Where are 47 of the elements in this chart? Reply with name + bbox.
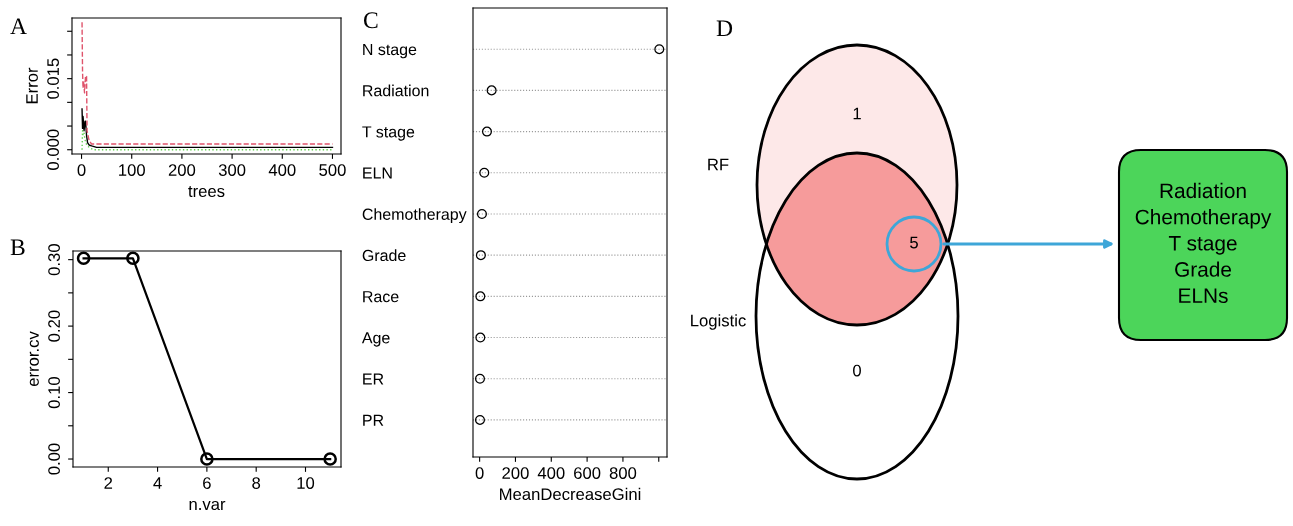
y-tick-label: Chemotherapy [362, 208, 467, 224]
x-tick-label: 100 [119, 164, 145, 176]
data-label: 1 [853, 107, 861, 120]
x-axis-title: trees [188, 186, 225, 198]
x-tick-label: 0 [475, 467, 484, 479]
y-tick-label: 0.30 [48, 244, 60, 276]
chart-title: B [10, 239, 25, 256]
x-tick-label: 200 [168, 164, 196, 176]
x-tick-label: 800 [609, 467, 637, 479]
text: Radiation Chemotherapy T stage Grade ELNs [1135, 182, 1272, 304]
x-tick-label: 400 [268, 164, 296, 176]
x-tick-label: 200 [502, 467, 529, 479]
x-tick-label: 4 [153, 477, 162, 489]
x-tick-label: 400 [537, 467, 565, 479]
y-tick-label: T stage [362, 126, 415, 141]
y-tick-label: 0.000 [47, 129, 59, 170]
x-tick-label: 6 [203, 477, 211, 489]
data-label: 0 [853, 364, 861, 377]
y-tick-label: 0.20 [48, 310, 60, 342]
chart-title: A [10, 18, 27, 34]
x-tick-label: 0 [77, 164, 86, 176]
x-tick-label: 500 [319, 164, 346, 176]
data-label: 5 [910, 236, 918, 249]
y-tick-label: ELN [363, 167, 392, 179]
y-tick-label: ER [363, 373, 384, 385]
x-tick-label: 600 [574, 467, 601, 479]
text: D [716, 20, 733, 37]
x-tick-label: 2 [104, 477, 113, 489]
y-tick-label: Race [363, 291, 399, 303]
y-tick-label: Radiation [363, 84, 429, 97]
y-tick-label: PR [363, 414, 384, 426]
y-axis-title: error.cv [29, 331, 39, 387]
x-tick-label: 10 [297, 477, 315, 489]
text: Logistic [691, 314, 746, 330]
x-axis-title: n.var [189, 500, 226, 511]
y-tick-label: Age [361, 332, 390, 347]
y-tick-label: 0.00 [48, 443, 60, 475]
chart-title: C [363, 12, 378, 29]
y-tick-label: N stage [363, 43, 417, 59]
x-tick-label: 8 [252, 477, 261, 489]
y-axis-title: Error [26, 67, 38, 104]
y-tick-label: 0.10 [48, 376, 60, 409]
y-tick-label: Grade [362, 249, 406, 262]
text: RF [708, 158, 729, 171]
y-tick-label: 0.015 [47, 58, 59, 99]
x-tick-label: 300 [218, 164, 246, 176]
x-axis-title: MeanDecreaseGini [500, 487, 641, 501]
